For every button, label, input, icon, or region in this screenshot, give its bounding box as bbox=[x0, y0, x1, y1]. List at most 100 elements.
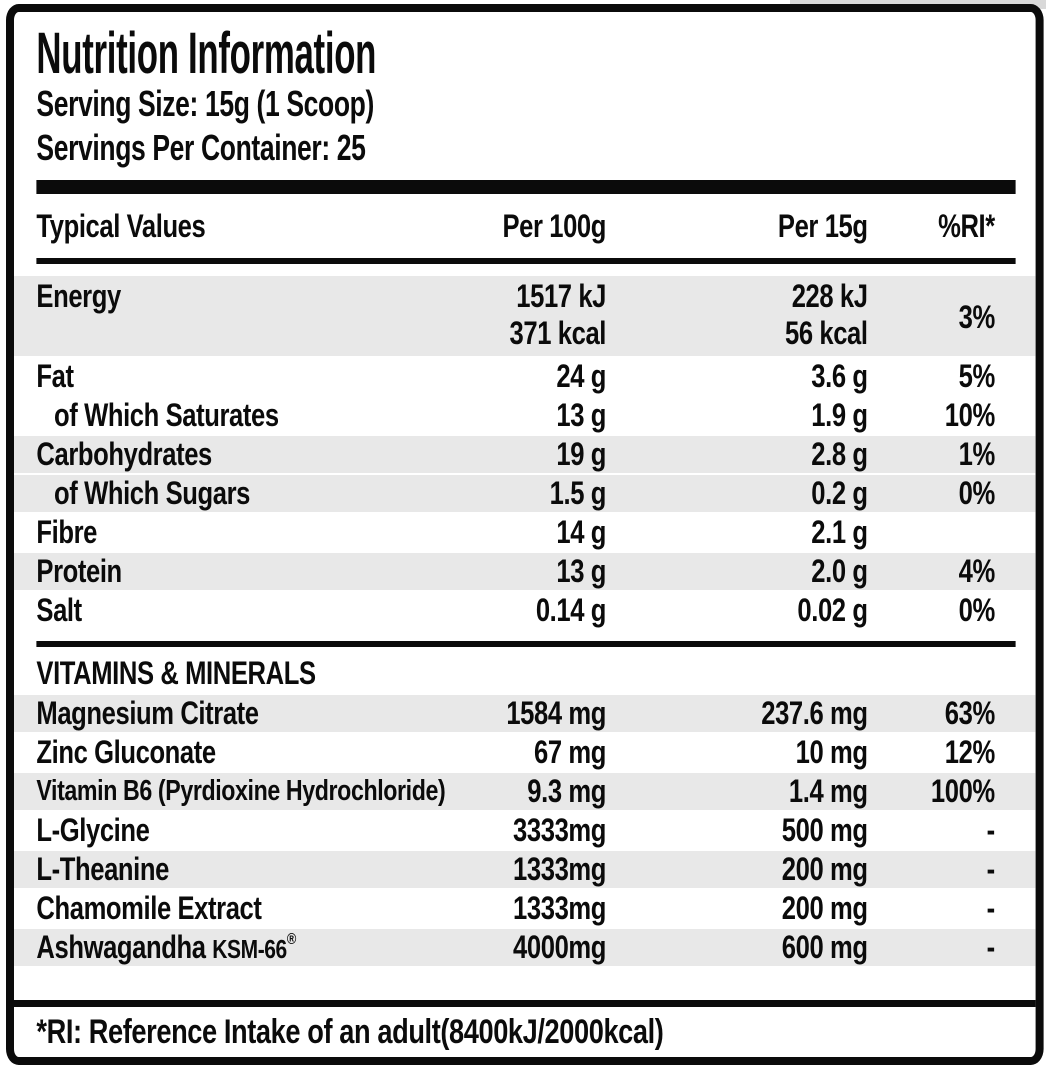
per-100g-value: 1584 mg bbox=[506, 695, 606, 731]
row-label: Salt bbox=[36, 592, 82, 628]
thick-divider-top bbox=[36, 180, 1016, 194]
registered-mark: ® bbox=[286, 931, 296, 948]
per-100g-value: 14 g bbox=[556, 514, 606, 550]
vitamins-heading: VITAMINS & MINERALS bbox=[36, 654, 316, 691]
row-label: Vitamin B6 (Pyrdioxine Hydrochloride) bbox=[36, 775, 446, 807]
table-row: Salt 0.14 g 0.02 g 0% bbox=[14, 592, 1036, 629]
row-label: L-Theanine bbox=[36, 851, 169, 887]
per-100g-value: 13 g bbox=[556, 397, 606, 433]
row-label: Magnesium Citrate bbox=[36, 695, 259, 731]
row-label: of Which Saturates bbox=[54, 397, 279, 433]
table-row: L-Glycine 3333mg 500 mg - bbox=[14, 812, 1036, 849]
row-label: L-Glycine bbox=[36, 812, 150, 848]
column-header-typical-values: Typical Values bbox=[36, 207, 206, 244]
table-row: Protein 13 g 2.0 g 4% bbox=[14, 553, 1036, 590]
value-line: 371 kcal bbox=[509, 315, 607, 351]
column-header-per-100g: Per 100g bbox=[502, 207, 606, 244]
vitamins-rows: Magnesium Citrate 1584 mg 237.6 mg 63% Zinc … bbox=[14, 695, 1036, 968]
row-label: Carbohydrates bbox=[36, 436, 212, 472]
table-row: Chamomile Extract 1333mg 200 mg - bbox=[14, 890, 1036, 927]
per-100g-value: 1517 kJ 371 kcal bbox=[462, 278, 607, 356]
per-100g-value: 67 mg bbox=[534, 734, 606, 770]
table-row: Vitamin B6 (Pyrdioxine Hydrochloride) 9.3… bbox=[14, 773, 1036, 810]
ri-value: - bbox=[986, 929, 996, 965]
footnote: *RI: Reference Intake of an adult(8400kJ… bbox=[36, 1012, 664, 1051]
table-row: of Which Saturates 13 g 1.9 g 10% bbox=[14, 397, 1036, 434]
per-100g-value: 1333mg bbox=[513, 851, 606, 887]
row-label: of Which Sugars bbox=[54, 475, 250, 511]
row-label: Ashwagandha KSM-66® bbox=[36, 929, 296, 965]
row-label: Energy bbox=[36, 278, 121, 314]
value-line: 1517 kJ bbox=[516, 278, 606, 314]
column-header-per-15g: Per 15g bbox=[777, 207, 868, 244]
ri-value: - bbox=[986, 812, 996, 848]
serving-size-line: Serving Size: 15g (1 Scoop) bbox=[36, 82, 1015, 126]
per-15g-value: 0.2 g bbox=[811, 475, 868, 511]
ri-value: 0% bbox=[958, 475, 996, 511]
per-15g-value: 600 mg bbox=[781, 929, 868, 965]
table-row: Magnesium Citrate 1584 mg 237.6 mg 63% bbox=[14, 695, 1036, 732]
table-row: Fibre 14 g 2.1 g bbox=[14, 514, 1036, 551]
ri-value: 4% bbox=[958, 553, 996, 589]
nutrition-label-card: Nutrition Information Serving Size: 15g … bbox=[6, 4, 1044, 1065]
table-row: Carbohydrates 19 g 2.8 g 1% bbox=[14, 436, 1036, 473]
table-row: L-Theanine 1333mg 200 mg - bbox=[14, 851, 1036, 888]
ri-value: 10% bbox=[944, 397, 995, 433]
per-100g-value: 9.3 mg bbox=[527, 773, 606, 809]
per-15g-value: 2.0 g bbox=[811, 553, 868, 589]
servings-per-container-line: Servings Per Container: 25 bbox=[36, 126, 1015, 170]
serving-size-text: Serving Size: 15g (1 Scoop) bbox=[36, 83, 374, 124]
row-label: Fibre bbox=[36, 514, 97, 550]
per-100g-value: 24 g bbox=[556, 358, 606, 394]
table-row: of Which Sugars 1.5 g 0.2 g 0% bbox=[14, 475, 1036, 512]
per-15g-value: 228 kJ 56 kcal bbox=[606, 278, 868, 356]
value-line: 56 kcal bbox=[784, 315, 868, 351]
row-label: Protein bbox=[36, 553, 122, 589]
ri-value: 12% bbox=[944, 734, 995, 770]
bottom-spacer bbox=[14, 968, 1036, 1000]
per-15g-value: 200 mg bbox=[781, 851, 868, 887]
per-100g-value: 1.5 g bbox=[549, 475, 607, 511]
per-15g-value: 2.1 g bbox=[811, 514, 868, 550]
table-row: Zinc Gluconate 67 mg 10 mg 12% bbox=[14, 734, 1036, 771]
per-15g-value: 1.4 mg bbox=[788, 773, 868, 809]
per-15g-value: 500 mg bbox=[781, 812, 868, 848]
row-label: Zinc Gluconate bbox=[36, 734, 216, 770]
row-label: Fat bbox=[36, 358, 74, 394]
per-15g-value: 2.8 g bbox=[811, 436, 868, 472]
ri-value: 1% bbox=[958, 436, 996, 472]
value-line: 228 kJ bbox=[791, 278, 868, 314]
thin-divider-vitamins bbox=[36, 641, 1016, 647]
table-row: Energy 1517 kJ 371 kcal 228 kJ 56 kcal 3% bbox=[14, 276, 1036, 356]
per-100g-value: 19 g bbox=[556, 436, 606, 472]
brand-name: KSM-66 bbox=[212, 934, 287, 964]
per-100g-value: 0.14 g bbox=[535, 592, 607, 628]
label-title-text: Nutrition Information bbox=[36, 21, 377, 86]
ri-value: - bbox=[986, 890, 996, 926]
column-header-ri: %RI* bbox=[938, 207, 995, 244]
per-15g-value: 200 mg bbox=[781, 890, 868, 926]
table-row: Fat 24 g 3.6 g 5% bbox=[14, 358, 1036, 395]
row-label: Chamomile Extract bbox=[36, 890, 262, 926]
ri-value: 63% bbox=[944, 695, 995, 731]
ri-value: 100% bbox=[930, 773, 995, 809]
per-100g-value: 4000mg bbox=[513, 929, 606, 965]
per-15g-value: 3.6 g bbox=[811, 358, 868, 394]
ri-value: 0% bbox=[958, 592, 996, 628]
per-15g-value: 237.6 mg bbox=[761, 695, 868, 731]
ri-value bbox=[868, 514, 1016, 551]
ri-value: 3% bbox=[958, 298, 996, 335]
per-15g-value: 1.9 g bbox=[811, 397, 868, 433]
thin-divider-header bbox=[36, 258, 1016, 264]
ri-value: 5% bbox=[958, 358, 996, 394]
ri-value: - bbox=[986, 851, 996, 887]
footer-divider bbox=[14, 1000, 1036, 1007]
nutrition-rows: Energy 1517 kJ 371 kcal 228 kJ 56 kcal 3% Fat 2… bbox=[14, 276, 1036, 631]
label-scale-wrapper: Nutrition Information Serving Size: 15g … bbox=[6, 4, 1044, 1065]
servings-per-container-text: Servings Per Container: 25 bbox=[36, 127, 366, 168]
per-100g-value: 3333mg bbox=[513, 812, 606, 848]
table-row: Ashwagandha KSM-66® 4000mg 600 mg - bbox=[14, 929, 1036, 966]
per-100g-value: 13 g bbox=[556, 553, 606, 589]
per-100g-value: 1333mg bbox=[513, 890, 606, 926]
